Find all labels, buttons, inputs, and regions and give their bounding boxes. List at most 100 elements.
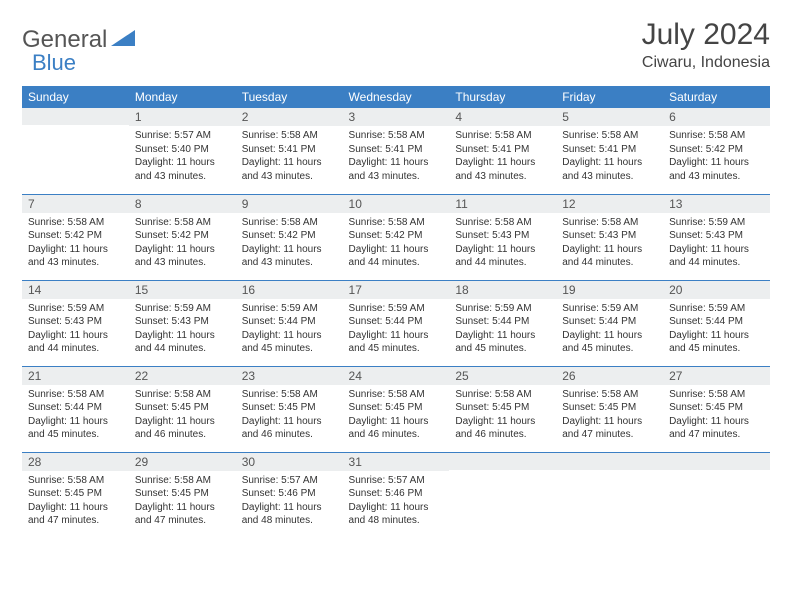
day-details: Sunrise: 5:59 AMSunset: 5:44 PMDaylight:… [663,299,770,360]
day-header: Monday [129,86,236,108]
day-details: Sunrise: 5:57 AMSunset: 5:46 PMDaylight:… [236,471,343,532]
day-number: 26 [556,367,663,385]
calendar-week-row: 14Sunrise: 5:59 AMSunset: 5:43 PMDayligh… [22,280,770,366]
day-details: Sunrise: 5:58 AMSunset: 5:42 PMDaylight:… [343,213,450,274]
calendar-body: 1Sunrise: 5:57 AMSunset: 5:40 PMDaylight… [22,108,770,538]
day-details: Sunrise: 5:58 AMSunset: 5:41 PMDaylight:… [343,126,450,187]
calendar-cell: 1Sunrise: 5:57 AMSunset: 5:40 PMDaylight… [129,108,236,194]
day-number: 22 [129,367,236,385]
day-details: Sunrise: 5:59 AMSunset: 5:44 PMDaylight:… [556,299,663,360]
day-number: 1 [129,108,236,126]
day-number: 28 [22,453,129,471]
day-details: Sunrise: 5:59 AMSunset: 5:44 PMDaylight:… [449,299,556,360]
day-details: Sunrise: 5:58 AMSunset: 5:45 PMDaylight:… [129,385,236,446]
calendar-cell: 11Sunrise: 5:58 AMSunset: 5:43 PMDayligh… [449,194,556,280]
day-number: 7 [22,195,129,213]
calendar-cell: 9Sunrise: 5:58 AMSunset: 5:42 PMDaylight… [236,194,343,280]
calendar-cell: 10Sunrise: 5:58 AMSunset: 5:42 PMDayligh… [343,194,450,280]
day-number: 2 [236,108,343,126]
day-number: 20 [663,281,770,299]
day-number: 29 [129,453,236,471]
day-number: 10 [343,195,450,213]
day-details: Sunrise: 5:58 AMSunset: 5:45 PMDaylight:… [556,385,663,446]
day-details: Sunrise: 5:59 AMSunset: 5:44 PMDaylight:… [236,299,343,360]
day-details: Sunrise: 5:58 AMSunset: 5:41 PMDaylight:… [449,126,556,187]
calendar-cell: 12Sunrise: 5:58 AMSunset: 5:43 PMDayligh… [556,194,663,280]
calendar-cell: 25Sunrise: 5:58 AMSunset: 5:45 PMDayligh… [449,366,556,452]
day-number: 16 [236,281,343,299]
day-number: 15 [129,281,236,299]
empty-day [22,108,129,125]
calendar-cell: 26Sunrise: 5:58 AMSunset: 5:45 PMDayligh… [556,366,663,452]
day-details: Sunrise: 5:58 AMSunset: 5:41 PMDaylight:… [556,126,663,187]
day-details: Sunrise: 5:58 AMSunset: 5:41 PMDaylight:… [236,126,343,187]
day-header: Wednesday [343,86,450,108]
calendar-cell: 8Sunrise: 5:58 AMSunset: 5:42 PMDaylight… [129,194,236,280]
day-details: Sunrise: 5:59 AMSunset: 5:43 PMDaylight:… [663,213,770,274]
calendar-cell: 5Sunrise: 5:58 AMSunset: 5:41 PMDaylight… [556,108,663,194]
day-number: 11 [449,195,556,213]
day-details: Sunrise: 5:58 AMSunset: 5:45 PMDaylight:… [22,471,129,532]
day-details: Sunrise: 5:58 AMSunset: 5:45 PMDaylight:… [129,471,236,532]
calendar-week-row: 28Sunrise: 5:58 AMSunset: 5:45 PMDayligh… [22,452,770,538]
empty-day [449,453,556,470]
calendar-week-row: 1Sunrise: 5:57 AMSunset: 5:40 PMDaylight… [22,108,770,194]
calendar-table: SundayMondayTuesdayWednesdayThursdayFrid… [22,86,770,538]
day-header: Sunday [22,86,129,108]
day-details: Sunrise: 5:58 AMSunset: 5:45 PMDaylight:… [343,385,450,446]
day-details: Sunrise: 5:58 AMSunset: 5:42 PMDaylight:… [236,213,343,274]
logo-text-blue: Blue [32,50,76,76]
calendar-cell: 21Sunrise: 5:58 AMSunset: 5:44 PMDayligh… [22,366,129,452]
day-number: 17 [343,281,450,299]
header: General July 2024 Ciwaru, Indonesia [22,18,770,72]
calendar-cell: 30Sunrise: 5:57 AMSunset: 5:46 PMDayligh… [236,452,343,538]
month-title: July 2024 [642,18,770,52]
calendar-cell: 18Sunrise: 5:59 AMSunset: 5:44 PMDayligh… [449,280,556,366]
day-number: 6 [663,108,770,126]
logo-triangle-icon [111,28,137,53]
day-number: 18 [449,281,556,299]
day-details: Sunrise: 5:58 AMSunset: 5:43 PMDaylight:… [449,213,556,274]
day-details: Sunrise: 5:58 AMSunset: 5:42 PMDaylight:… [663,126,770,187]
calendar-cell [663,452,770,538]
calendar-cell: 27Sunrise: 5:58 AMSunset: 5:45 PMDayligh… [663,366,770,452]
day-number: 27 [663,367,770,385]
day-details: Sunrise: 5:58 AMSunset: 5:44 PMDaylight:… [22,385,129,446]
empty-day [663,453,770,470]
calendar-cell [449,452,556,538]
day-details: Sunrise: 5:57 AMSunset: 5:40 PMDaylight:… [129,126,236,187]
day-header: Tuesday [236,86,343,108]
day-details: Sunrise: 5:59 AMSunset: 5:44 PMDaylight:… [343,299,450,360]
calendar-cell: 14Sunrise: 5:59 AMSunset: 5:43 PMDayligh… [22,280,129,366]
day-number: 5 [556,108,663,126]
calendar-cell: 29Sunrise: 5:58 AMSunset: 5:45 PMDayligh… [129,452,236,538]
calendar-cell: 23Sunrise: 5:58 AMSunset: 5:45 PMDayligh… [236,366,343,452]
day-number: 3 [343,108,450,126]
day-number: 21 [22,367,129,385]
day-number: 9 [236,195,343,213]
day-number: 23 [236,367,343,385]
day-number: 12 [556,195,663,213]
calendar-cell: 17Sunrise: 5:59 AMSunset: 5:44 PMDayligh… [343,280,450,366]
calendar-week-row: 7Sunrise: 5:58 AMSunset: 5:42 PMDaylight… [22,194,770,280]
empty-day [556,453,663,470]
day-number: 25 [449,367,556,385]
calendar-cell: 7Sunrise: 5:58 AMSunset: 5:42 PMDaylight… [22,194,129,280]
day-number: 13 [663,195,770,213]
calendar-cell: 4Sunrise: 5:58 AMSunset: 5:41 PMDaylight… [449,108,556,194]
calendar-cell: 3Sunrise: 5:58 AMSunset: 5:41 PMDaylight… [343,108,450,194]
calendar-cell: 19Sunrise: 5:59 AMSunset: 5:44 PMDayligh… [556,280,663,366]
calendar-cell: 16Sunrise: 5:59 AMSunset: 5:44 PMDayligh… [236,280,343,366]
calendar-cell: 24Sunrise: 5:58 AMSunset: 5:45 PMDayligh… [343,366,450,452]
day-details: Sunrise: 5:58 AMSunset: 5:45 PMDaylight:… [663,385,770,446]
calendar-week-row: 21Sunrise: 5:58 AMSunset: 5:44 PMDayligh… [22,366,770,452]
day-number: 8 [129,195,236,213]
day-details: Sunrise: 5:57 AMSunset: 5:46 PMDaylight:… [343,471,450,532]
day-details: Sunrise: 5:58 AMSunset: 5:43 PMDaylight:… [556,213,663,274]
calendar-cell: 28Sunrise: 5:58 AMSunset: 5:45 PMDayligh… [22,452,129,538]
day-details: Sunrise: 5:58 AMSunset: 5:42 PMDaylight:… [129,213,236,274]
day-details: Sunrise: 5:59 AMSunset: 5:43 PMDaylight:… [129,299,236,360]
calendar-cell [556,452,663,538]
day-header: Saturday [663,86,770,108]
day-details: Sunrise: 5:58 AMSunset: 5:42 PMDaylight:… [22,213,129,274]
